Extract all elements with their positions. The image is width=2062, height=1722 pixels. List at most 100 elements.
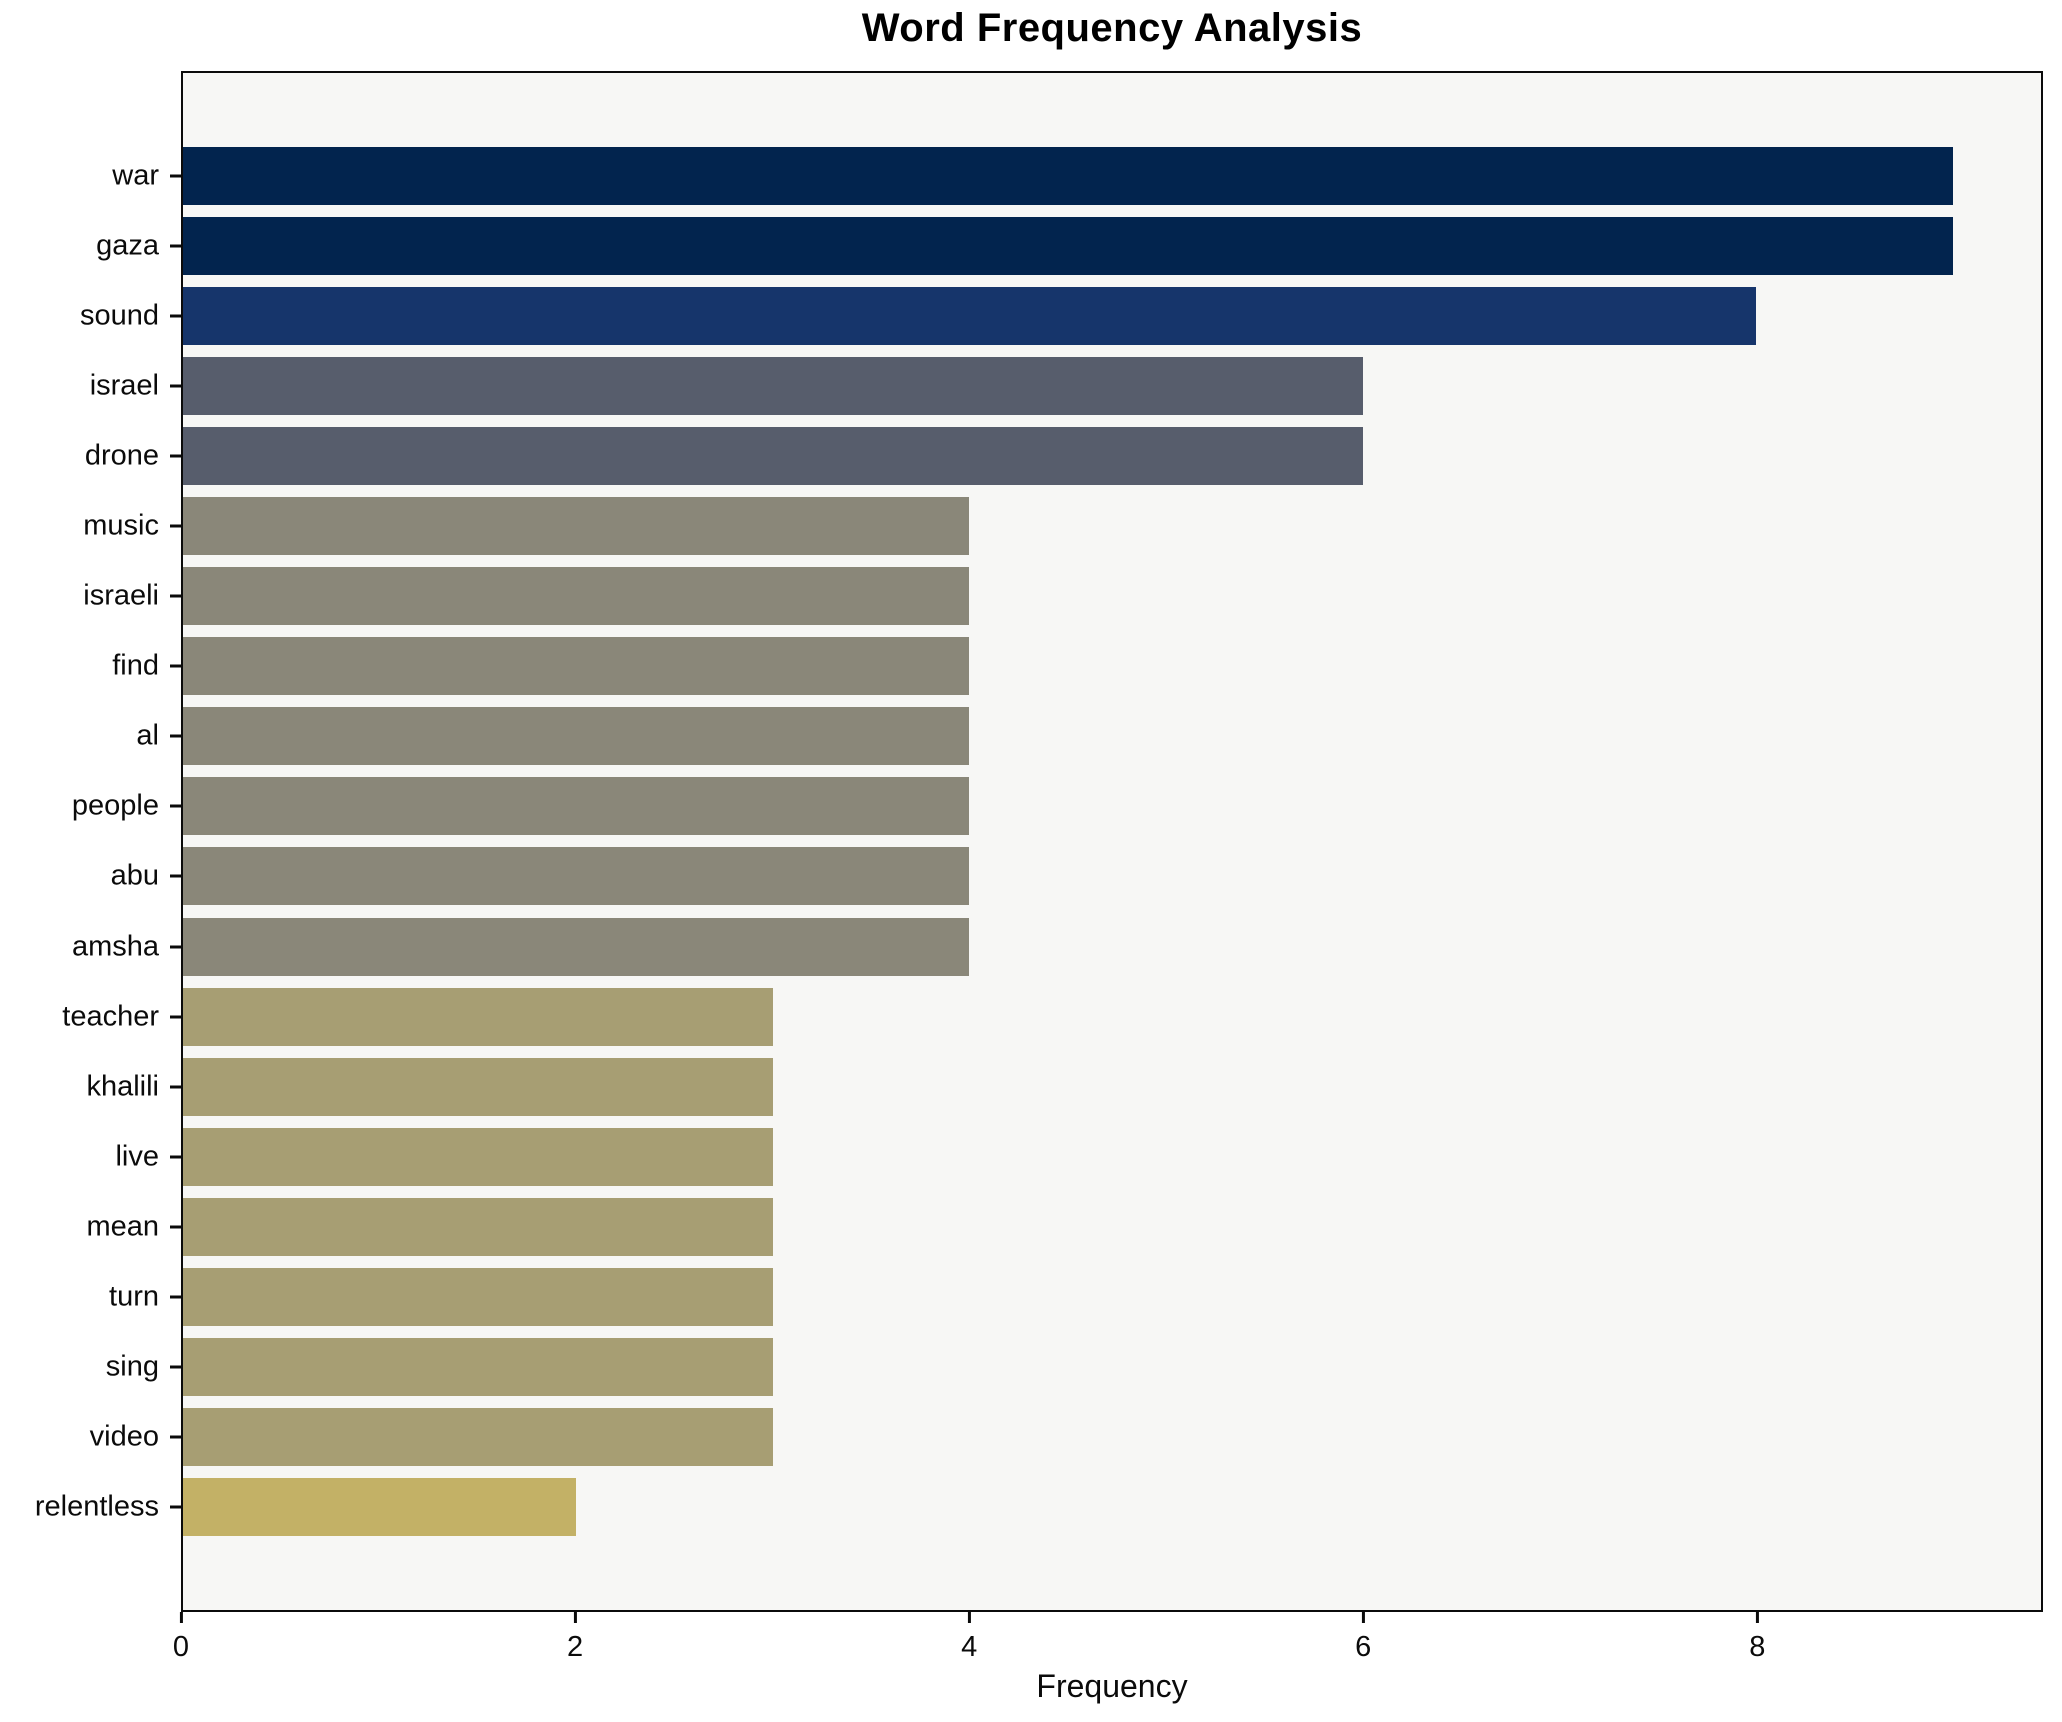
bar (183, 637, 970, 696)
y-tick-mark (170, 1365, 181, 1369)
y-tick-label: gaza (96, 229, 159, 262)
x-tick: 6 (1355, 1612, 1371, 1664)
y-tick-mark (170, 1505, 181, 1509)
y-tick-mark (170, 874, 181, 878)
bar-row: find (112, 631, 2041, 701)
bar (183, 1267, 773, 1326)
y-tick-label: drone (84, 439, 159, 472)
y-tick-label: music (83, 509, 159, 542)
bar (183, 707, 970, 766)
y-tick-mark (170, 1015, 181, 1019)
x-tick-label: 2 (566, 1631, 584, 1663)
y-tick-label: video (89, 1420, 159, 1453)
bar (183, 497, 970, 556)
y-tick-mark (170, 945, 181, 949)
bar-row: teacher (62, 982, 2041, 1052)
y-tick-label: relentless (34, 1490, 159, 1523)
bar (183, 217, 1953, 276)
bar-row: abu (111, 841, 2041, 911)
y-tick-mark (170, 804, 181, 808)
y-tick-label: al (136, 719, 159, 752)
y-tick-label: abu (110, 859, 159, 892)
y-tick-label: people (71, 789, 159, 822)
x-tick-mark (967, 1612, 971, 1623)
y-tick-mark (170, 1225, 181, 1229)
y-tick-label: amsha (71, 930, 159, 963)
bar (183, 287, 1756, 346)
bar-row: video (90, 1402, 2041, 1472)
y-tick-label: israeli (83, 579, 159, 612)
bar-row: drone (85, 421, 2041, 491)
bar (183, 427, 1363, 486)
bar (183, 1127, 773, 1186)
x-tick: 0 (173, 1612, 189, 1664)
bar-row: people (72, 771, 2041, 841)
x-tick: 8 (1749, 1612, 1765, 1664)
y-tick-mark (170, 1155, 181, 1159)
x-tick-mark (179, 1612, 183, 1623)
bar (183, 567, 970, 626)
y-tick-mark (170, 1295, 181, 1299)
x-tick-label: 4 (961, 1631, 978, 1663)
bar-row: israeli (83, 561, 2041, 631)
bar (183, 987, 773, 1046)
bar-row: gaza (96, 211, 2041, 281)
bar (183, 1057, 773, 1116)
bar (183, 1477, 577, 1536)
bar-row: amsha (72, 912, 2041, 982)
x-axis: 0 2 4 6 8 (173, 1612, 2043, 1682)
x-tick-mark (1361, 1612, 1365, 1623)
y-tick-mark (170, 384, 181, 388)
y-tick-label: war (112, 159, 159, 192)
y-tick-label: find (112, 649, 159, 682)
y-tick-mark (170, 734, 181, 738)
bar-row: music (83, 491, 2041, 561)
y-tick-label: teacher (62, 1000, 159, 1033)
bar (183, 777, 970, 836)
bars-container: war gaza sound israel drone music israeli find a… (35, 73, 2041, 1610)
chart-title: Word Frequency Analysis (861, 6, 1363, 50)
bar-row: live (115, 1122, 2041, 1192)
plot-area: war gaza sound israel drone music israeli find a… (35, 71, 2043, 1612)
bar (183, 1337, 773, 1396)
x-tick-mark (573, 1612, 577, 1623)
x-tick-label: 0 (172, 1631, 190, 1663)
y-tick-mark (170, 1435, 181, 1439)
bar (183, 847, 970, 906)
bar (183, 357, 1363, 416)
y-tick-mark (170, 1085, 181, 1089)
x-axis-label: Frequency (1036, 1668, 1188, 1704)
bar-row: relentless (35, 1472, 2041, 1542)
y-tick-mark (170, 174, 181, 178)
y-tick-label: sound (79, 299, 159, 332)
y-tick-label: israel (89, 369, 159, 402)
y-tick-mark (170, 314, 181, 318)
y-tick-label: khalili (86, 1070, 159, 1103)
bar (183, 917, 970, 976)
bar-row: mean (86, 1192, 2041, 1262)
y-tick-mark (170, 594, 181, 598)
bar-row: israel (90, 351, 2041, 421)
x-tick: 4 (961, 1612, 977, 1664)
bar-row: khalili (86, 1052, 2041, 1122)
bar-row: turn (109, 1262, 2041, 1332)
bar (183, 1407, 773, 1466)
y-tick-label: live (115, 1140, 159, 1173)
bar-row: al (136, 701, 2041, 771)
y-tick-mark (170, 664, 181, 668)
y-tick-label: mean (86, 1210, 159, 1243)
bar-row: war (112, 141, 2041, 211)
y-tick-label: sing (105, 1350, 159, 1383)
bar (183, 147, 1953, 205)
y-tick-label: turn (109, 1280, 159, 1313)
bar (183, 1197, 773, 1256)
x-tick: 2 (567, 1612, 583, 1664)
x-tick-mark (1755, 1612, 1759, 1623)
bar-row: sing (106, 1332, 2041, 1402)
x-tick-label: 6 (1355, 1631, 1372, 1663)
bar-row: sound (80, 281, 2041, 351)
y-tick-mark (170, 524, 181, 528)
y-tick-mark (170, 244, 181, 248)
y-tick-mark (170, 454, 181, 458)
x-tick-label: 8 (1749, 1631, 1766, 1663)
